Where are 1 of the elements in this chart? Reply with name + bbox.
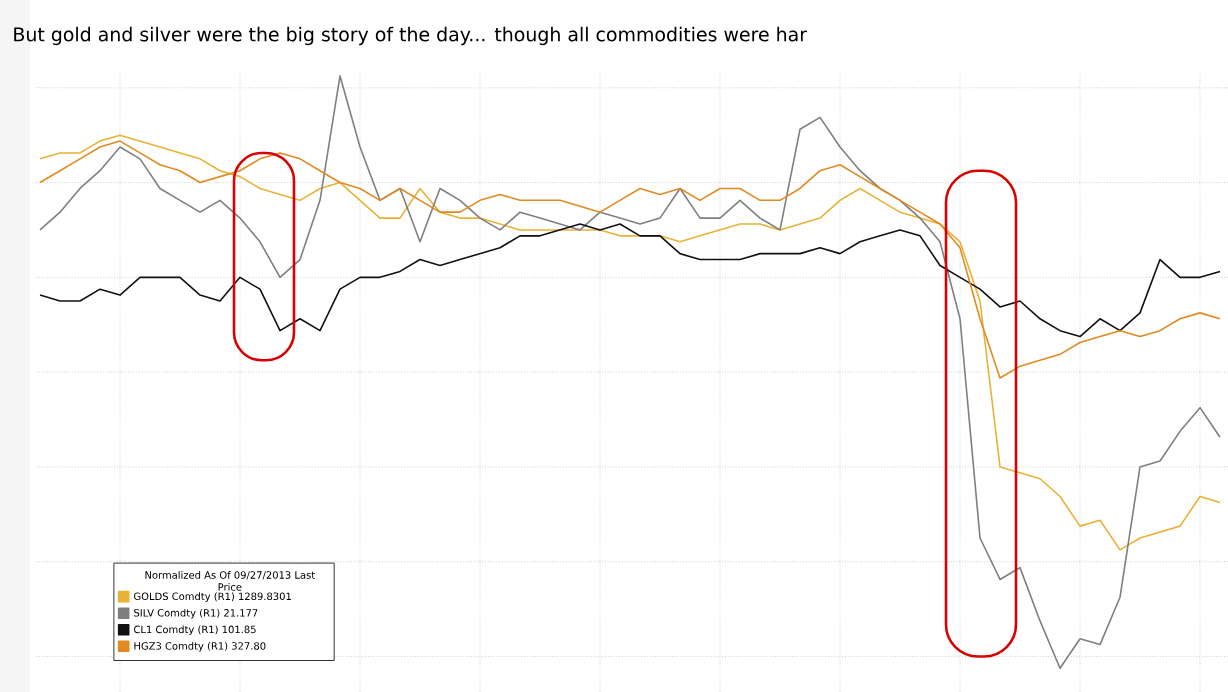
chart-title: But gold and silver were the big story of the day... though all commodities were har: [14, 26, 808, 46]
